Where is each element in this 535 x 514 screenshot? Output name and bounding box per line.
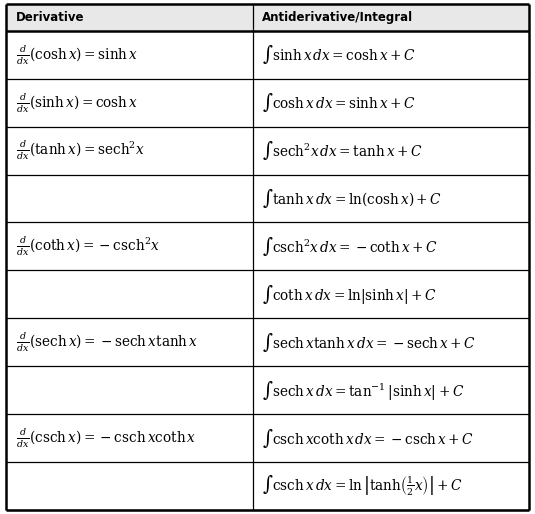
- Text: $\int \sinh x\, dx = \cosh x + C$: $\int \sinh x\, dx = \cosh x + C$: [262, 43, 416, 66]
- Text: $\int \mathrm{sech}^{2} x\, dx = \tanh x + C$: $\int \mathrm{sech}^{2} x\, dx = \tanh x…: [262, 139, 423, 162]
- Text: $\frac{d}{dx}(\mathrm{csch}\, x) = -\mathrm{csch}\, x \coth x$: $\frac{d}{dx}(\mathrm{csch}\, x) = -\mat…: [16, 426, 196, 450]
- Text: $\int \mathrm{csch}^{2} x\, dx = -\coth x + C$: $\int \mathrm{csch}^{2} x\, dx = -\coth …: [262, 235, 438, 258]
- Text: $\int \mathrm{csch}\, x \coth x\, dx = -\mathrm{csch}\, x + C$: $\int \mathrm{csch}\, x \coth x\, dx = -…: [262, 427, 475, 450]
- Text: $\frac{d}{dx}(\tanh x) = \mathrm{sech}^{2} x$: $\frac{d}{dx}(\tanh x) = \mathrm{sech}^{…: [16, 139, 145, 162]
- Text: Derivative: Derivative: [16, 11, 85, 24]
- Text: $\int \cosh x\, dx = \sinh x + C$: $\int \cosh x\, dx = \sinh x + C$: [262, 91, 416, 114]
- Text: $\frac{d}{dx}(\cosh x) = \sinh x$: $\frac{d}{dx}(\cosh x) = \sinh x$: [16, 43, 139, 67]
- Text: $\int \mathrm{csch}\, x\, dx = \ln\left|\tanh\!\left(\frac{1}{2}x\right)\right| : $\int \mathrm{csch}\, x\, dx = \ln\left|…: [262, 474, 463, 498]
- Text: $\frac{d}{dx}(\coth x) = -\mathrm{csch}^{2} x$: $\frac{d}{dx}(\coth x) = -\mathrm{csch}^…: [16, 234, 160, 258]
- Text: $\int \tanh x\, dx = \ln(\cosh x) + C$: $\int \tanh x\, dx = \ln(\cosh x) + C$: [262, 187, 442, 210]
- Bar: [6, 4, 529, 31]
- Text: $\frac{d}{dx}(\mathrm{sech}\, x) = -\mathrm{sech}\, x \tanh x$: $\frac{d}{dx}(\mathrm{sech}\, x) = -\mat…: [16, 331, 198, 354]
- Text: $\int \coth x\, dx = \ln|\sinh x| + C$: $\int \coth x\, dx = \ln|\sinh x| + C$: [262, 283, 437, 306]
- Text: $\int \mathrm{sech}\, x\, dx = \tan^{-1}|\sinh x| + C$: $\int \mathrm{sech}\, x\, dx = \tan^{-1}…: [262, 379, 464, 401]
- Text: $\frac{d}{dx}(\sinh x) = \cosh x$: $\frac{d}{dx}(\sinh x) = \cosh x$: [16, 91, 139, 115]
- Text: $\int \mathrm{sech}\, x \tanh x\, dx = -\mathrm{sech}\, x + C$: $\int \mathrm{sech}\, x \tanh x\, dx = -…: [262, 331, 476, 354]
- Text: Antiderivative/Integral: Antiderivative/Integral: [262, 11, 413, 24]
